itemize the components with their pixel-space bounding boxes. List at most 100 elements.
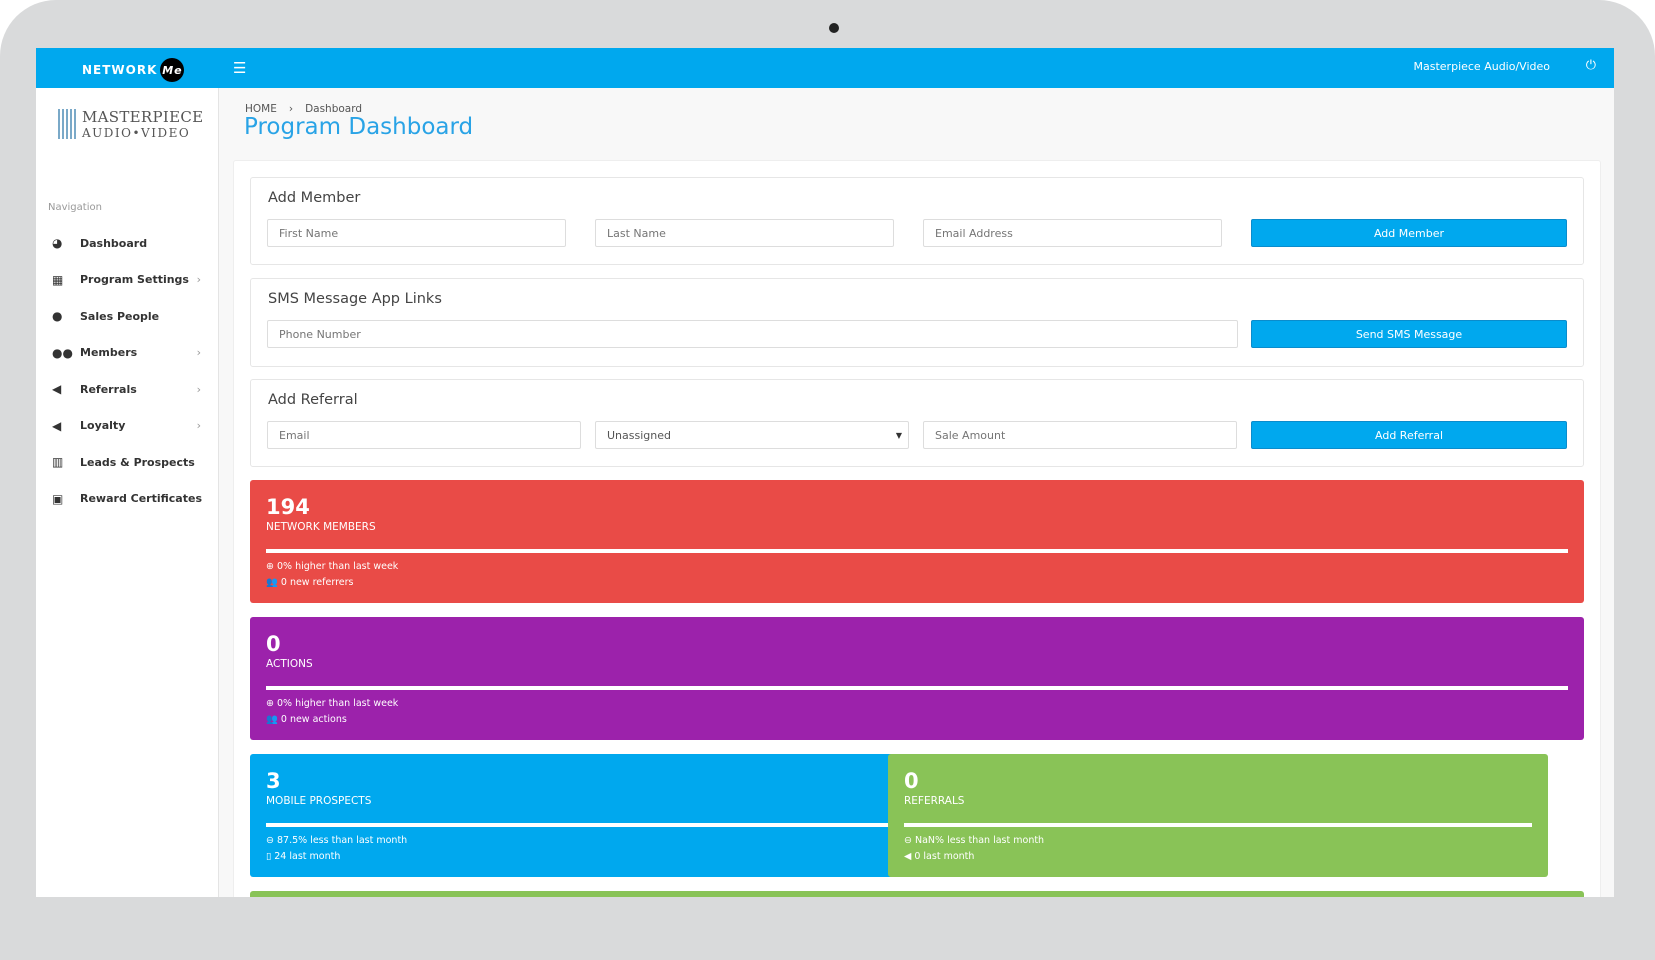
bullhorn-icon: ◀ [52, 418, 62, 433]
arrow-circle-up-icon: ⊕ [266, 561, 274, 572]
camera-dot [829, 23, 839, 33]
user-icon: ● [52, 309, 63, 324]
chevron-right-icon: › [196, 382, 201, 396]
add-member-button[interactable]: Add Member [1251, 219, 1567, 247]
sidebar-item-leads-prospects[interactable]: ▥ Leads & Prospects [36, 444, 219, 481]
brand-line2: AUDIO•VIDEO [82, 126, 191, 140]
stat-detail: 24 last month [274, 851, 341, 862]
send-sms-button[interactable]: Send SMS Message [1251, 320, 1567, 348]
masterpiece-logo: MASTERPIECE AUDIO•VIDEO [58, 108, 203, 140]
table-icon: ▦ [52, 272, 64, 287]
last-name-input[interactable] [595, 219, 894, 247]
sidebar-item-label: Dashboard [80, 236, 148, 250]
sidebar-item-program-settings[interactable]: ▦ Program Settings › [36, 262, 219, 299]
stat-label: REFERRALS [904, 795, 965, 807]
sidebar-item-label: Members [80, 346, 138, 360]
logo-text: NETWORK [82, 63, 158, 77]
sidebar-item-label: Loyalty [80, 419, 126, 433]
bullhorn-icon: ◀ [904, 851, 912, 862]
sidebar-item-reward-certificates[interactable]: ▣ Reward Certificates [36, 481, 219, 518]
users-icon: 👥 [266, 577, 278, 588]
caret-down-icon: ▼ [895, 430, 902, 440]
sidebar-item-referrals[interactable]: ◀ Referrals › [36, 371, 219, 408]
chevron-right-icon: › [196, 419, 201, 433]
sidebar-item-label: Leads & Prospects [80, 455, 195, 469]
stat-progress-bar [904, 823, 1532, 827]
mobile-icon: ▯ [266, 851, 272, 862]
main-panel: Add Member Add Member SMS Message App Li… [233, 160, 1601, 897]
stat-trend: 87.5% less than last month [277, 835, 408, 846]
stat-detail: 0 new actions [280, 714, 347, 725]
arrow-circle-down-icon: ⊖ [904, 835, 912, 846]
stat-value: 194 [266, 495, 310, 519]
chevron-right-icon: › [196, 273, 201, 287]
sidebar-item-label: Reward Certificates [80, 492, 202, 506]
sidebar-item-dashboard[interactable]: ◕ Dashboard [36, 225, 219, 262]
stat-detail: 0 last month [914, 851, 975, 862]
users-icon: 👥 [266, 714, 278, 725]
stat-progress-bar [266, 823, 894, 827]
sale-amount-input[interactable] [923, 421, 1237, 449]
sms-card: SMS Message App Links Send SMS Message [250, 278, 1584, 367]
referral-email-input[interactable] [267, 421, 581, 449]
breadcrumb-current: Dashboard [305, 103, 363, 115]
stat-card-network-members: 194 NETWORK MEMBERS ⊕ 0% higher than last … [250, 480, 1584, 603]
add-referral-button[interactable]: Add Referral [1251, 421, 1567, 449]
add-referral-title: Add Referral [268, 392, 358, 408]
users-icon: ●● [52, 345, 73, 360]
stat-value: 0 [904, 769, 919, 793]
arrow-circle-down-icon: ⊖ [266, 835, 274, 846]
stat-label: NETWORK MEMBERS [266, 521, 376, 533]
nav-label: Navigation [48, 202, 102, 213]
stat-card-referrals: 0 REFERRALS ⊖ NaN% less than last month ◀ 0… [888, 754, 1548, 877]
logo-badge: Me [160, 58, 185, 82]
sidebar-item-sales-people[interactable]: ● Sales People [36, 298, 219, 335]
page-title: Program Dashboard [244, 114, 474, 140]
sidebar-item-loyalty[interactable]: ◀ Loyalty › [36, 408, 219, 445]
hamburger-icon[interactable]: ☰ [233, 59, 247, 77]
stat-value: 0 [266, 632, 281, 656]
bar-chart-icon: ▥ [52, 455, 64, 470]
stat-detail: 0 new referrers [280, 577, 354, 588]
arrow-circle-up-icon: ⊕ [266, 698, 274, 709]
stat-progress-bar [266, 686, 1568, 690]
bullhorn-icon: ◀ [52, 382, 62, 397]
brand-line1: MASTERPIECE [82, 108, 204, 126]
select-value: Unassigned [607, 428, 671, 442]
logo-bars-icon [58, 109, 76, 139]
breadcrumb: HOME › Dashboard [245, 103, 362, 115]
sidebar-item-label: Sales People [80, 309, 160, 323]
stat-label: MOBILE PROSPECTS [266, 795, 372, 807]
salesperson-select[interactable]: Unassigned ▼ [595, 421, 909, 449]
breadcrumb-home[interactable]: HOME [245, 103, 277, 115]
stat-value: 3 [266, 769, 281, 793]
stat-trend: 0% higher than last week [277, 561, 399, 572]
sidebar-nav: ◕ Dashboard ▦ Program Settings › ● Sales Peopl… [36, 225, 219, 517]
first-name-input[interactable] [267, 219, 566, 247]
stat-card-mobile-prospects: 3 MOBILE PROSPECTS ⊖ 87.5% less than last … [250, 754, 910, 877]
stat-progress-bar [266, 549, 1568, 553]
chevron-right-icon: › [196, 346, 201, 360]
stat-card-actions: 0 ACTIONS ⊕ 0% higher than last week 👥 0 ne… [250, 617, 1584, 740]
sidebar-item-label: Referrals [80, 382, 137, 396]
dashboard-icon: ◕ [52, 236, 63, 251]
stat-card-partial [250, 891, 1584, 897]
sms-title: SMS Message App Links [268, 291, 442, 307]
sidebar: MASTERPIECE AUDIO•VIDEO Navigation ◕ Dashb… [36, 88, 219, 897]
email-input[interactable] [923, 219, 1222, 247]
power-icon[interactable]: ⏻ [1585, 58, 1596, 73]
app-screen: NETWORK Me ☰ Masterpiece Audio/Video ⏻ MA… [36, 48, 1614, 897]
stat-trend: NaN% less than last month [915, 835, 1045, 846]
add-member-title: Add Member [268, 190, 361, 206]
breadcrumb-separator: › [288, 103, 294, 115]
account-name[interactable]: Masterpiece Audio/Video [1413, 60, 1550, 73]
gift-icon: ▣ [52, 491, 64, 506]
network-me-logo[interactable]: NETWORK Me [82, 58, 185, 82]
stat-trend: 0% higher than last week [277, 698, 399, 709]
sidebar-item-label: Program Settings [80, 273, 189, 287]
add-member-card: Add Member Add Member [250, 177, 1584, 265]
top-bar: NETWORK Me ☰ Masterpiece Audio/Video ⏻ [36, 48, 1614, 88]
add-referral-card: Add Referral Unassigned ▼ Add Referral [250, 379, 1584, 467]
sidebar-item-members[interactable]: ●● Members › [36, 335, 219, 372]
phone-input[interactable] [267, 320, 1238, 348]
